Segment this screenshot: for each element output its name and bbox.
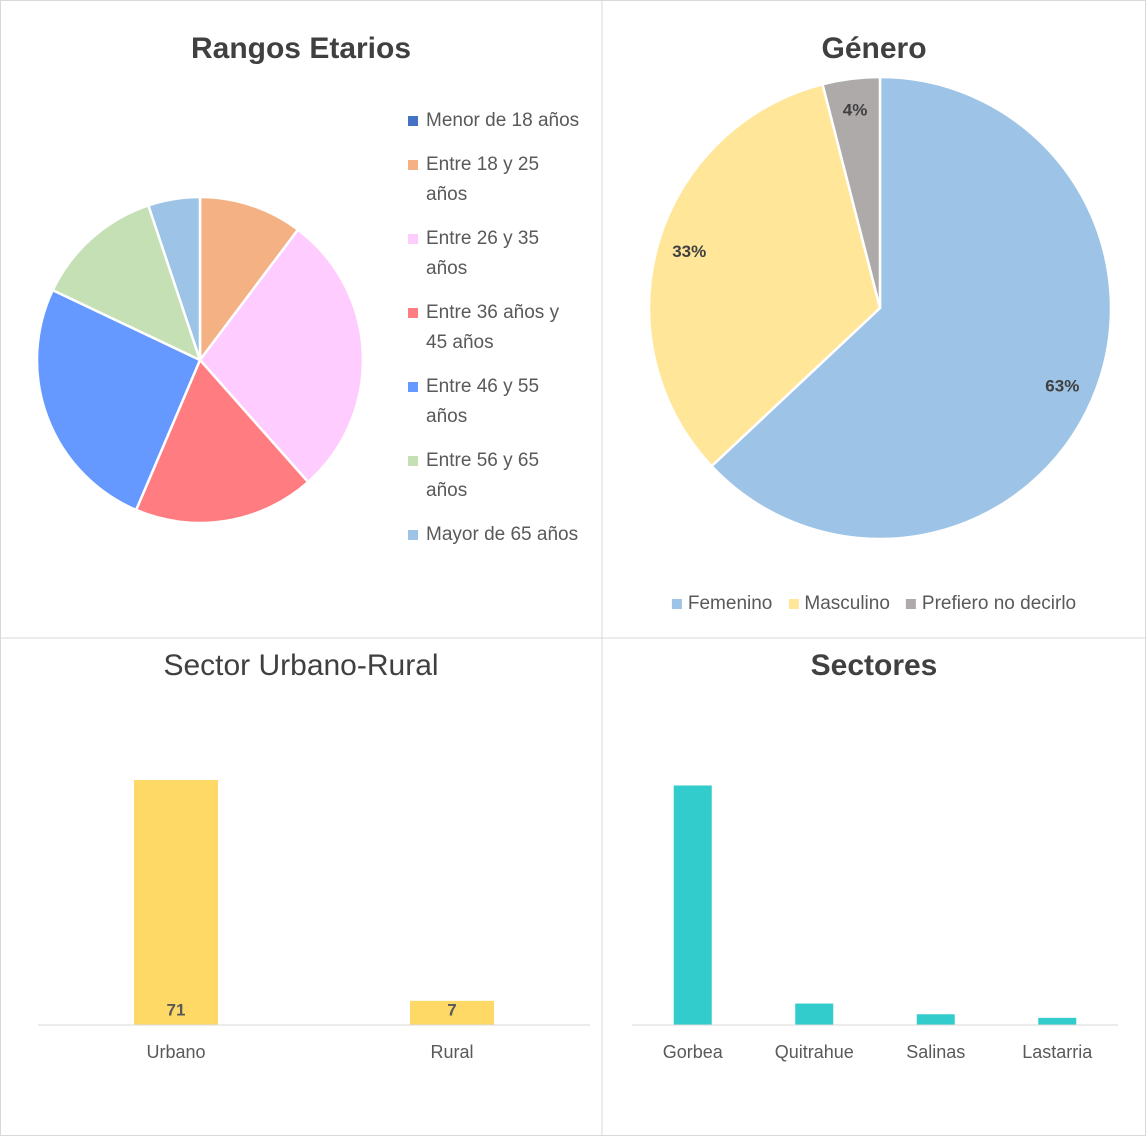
bar: [134, 780, 218, 1025]
pie-slice: [198, 227, 365, 484]
legend-item: Femenino: [671, 593, 773, 615]
pie-slice: [51, 203, 203, 363]
legend-swatch: [408, 456, 418, 466]
legend-item: Prefiero no decirlo: [905, 593, 1077, 615]
legend-label: Menor de 18 años: [426, 110, 580, 131]
legend-swatch: [408, 234, 418, 244]
legend-item: Masculino: [788, 593, 890, 615]
x-tick-label: Gorbea: [663, 1042, 724, 1062]
chart-title: Género: [821, 32, 926, 65]
legend-item: Entre 56 y 65 años: [408, 446, 583, 506]
bar: [916, 1014, 955, 1025]
data-label: 71: [167, 1000, 186, 1019]
legend-label: Entre 36 años y 45 años: [426, 302, 560, 353]
chart-title: Sectores: [811, 649, 938, 682]
legend: Menor de 18 años Entre 18 y 25 años Entre …: [408, 106, 583, 564]
data-label: 4%: [843, 100, 868, 119]
legend-item: Menor de 18 años: [408, 106, 583, 136]
legend-label: Entre 56 y 65 años: [426, 450, 540, 501]
legend-item: Entre 36 años y 45 años: [408, 298, 583, 358]
legend-label: Mayor de 65 años: [426, 524, 579, 545]
bar: [673, 785, 712, 1025]
x-tick-label: Salinas: [906, 1042, 965, 1062]
pie-slice: [146, 195, 202, 361]
chart-title: Rangos Etarios: [191, 32, 411, 65]
x-tick-label: Lastarria: [1022, 1042, 1093, 1062]
legend-label: Entre 18 y 25 años: [426, 154, 540, 205]
legend-swatch: [408, 530, 418, 540]
legend-swatch: [408, 308, 418, 318]
pie-slice: [821, 75, 882, 309]
x-tick-label: Quitrahue: [775, 1042, 854, 1062]
pie-slice: [647, 82, 882, 468]
data-label: 63%: [1045, 376, 1079, 395]
data-label: 7: [447, 1000, 456, 1019]
pie-slice: [134, 357, 310, 525]
x-tick-label: Rural: [430, 1042, 473, 1062]
legend-label: Entre 26 y 35 años: [426, 228, 540, 279]
pie-slice: [35, 288, 202, 512]
legend-item: Entre 18 y 25 años: [408, 150, 583, 210]
pie-slice: [709, 75, 1113, 541]
legend-item: Entre 46 y 55 años: [408, 372, 583, 432]
pie-slice: [198, 195, 300, 364]
bar: [1038, 1017, 1077, 1025]
legend-label: Prefiero no decirlo: [921, 593, 1077, 614]
legend-swatch: [905, 599, 916, 609]
bar: [410, 1000, 494, 1025]
legend-swatch: [671, 599, 682, 609]
bar: [795, 1003, 834, 1025]
legend: Femenino Masculino Prefiero no decirlo: [671, 593, 1077, 615]
legend-item: Mayor de 65 años: [408, 520, 583, 550]
legend-label: Femenino: [687, 593, 773, 614]
legend-swatch: [408, 382, 418, 392]
legend-swatch: [408, 116, 418, 126]
legend-label: Masculino: [804, 593, 890, 614]
chart-title: Sector Urbano-Rural: [163, 649, 438, 682]
legend-item: Entre 26 y 35 años: [408, 224, 583, 284]
legend-label: Entre 46 y 55 años: [426, 376, 540, 427]
legend-swatch: [788, 599, 799, 609]
legend-swatch: [408, 160, 418, 170]
data-label: 33%: [672, 242, 706, 261]
x-tick-label: Urbano: [146, 1042, 205, 1062]
